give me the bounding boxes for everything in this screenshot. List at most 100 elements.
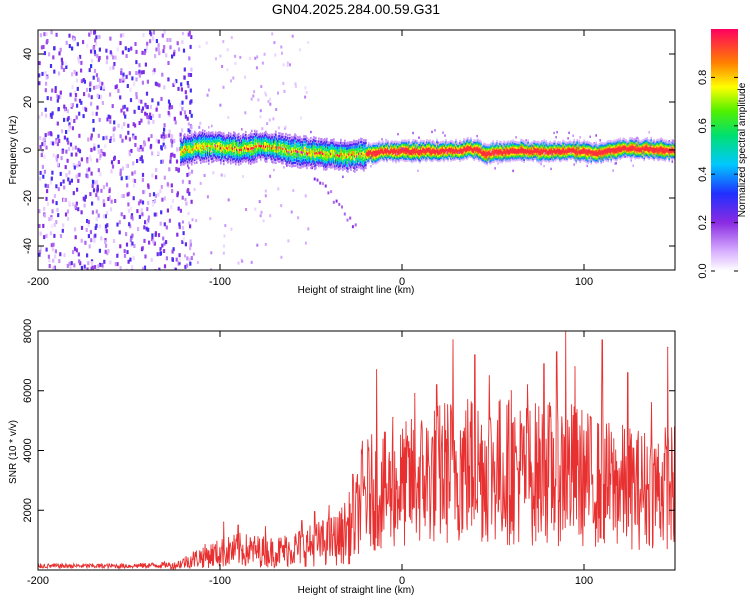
signal-cell	[495, 159, 497, 162]
signal-cell	[395, 149, 397, 152]
signal-cell	[291, 141, 293, 145]
signal-cell	[371, 153, 373, 156]
signal-cell	[337, 146, 339, 150]
signal-cell	[240, 148, 242, 151]
signal-cell	[441, 154, 443, 158]
signal-cell	[345, 158, 347, 161]
signal-cell	[195, 132, 197, 135]
signal-cell	[243, 148, 245, 152]
signal-cell	[434, 154, 436, 157]
signal-cell	[243, 133, 245, 136]
signal-cell	[504, 157, 506, 161]
signal-cell	[459, 149, 461, 153]
signal-cell	[428, 152, 430, 155]
signal-cell	[426, 158, 428, 162]
signal-cell	[225, 149, 227, 152]
signal-cell	[359, 145, 361, 148]
noise-speckle	[178, 260, 181, 265]
signal-cell	[441, 143, 443, 146]
signal-cell	[518, 148, 520, 151]
noise-speckle	[89, 82, 92, 87]
signal-cell	[237, 160, 239, 164]
signal-cell	[312, 150, 314, 153]
signal-cell	[190, 155, 192, 158]
signal-cell	[400, 158, 402, 161]
signal-cell	[331, 144, 333, 147]
signal-cell	[522, 152, 524, 156]
signal-cell	[287, 134, 289, 137]
signal-cell	[502, 150, 504, 153]
signal-cell	[183, 146, 185, 149]
noise-speckle	[79, 54, 82, 59]
signal-cell	[511, 141, 513, 145]
signal-cell	[398, 160, 400, 163]
signal-cell	[377, 156, 379, 160]
signal-cell	[403, 157, 405, 160]
noise-speckle	[170, 143, 173, 148]
signal-cell	[276, 141, 278, 145]
signal-cell	[436, 152, 438, 156]
signal-halo	[288, 151, 290, 154]
signal-cell	[285, 159, 287, 162]
signal-cell	[346, 164, 348, 167]
signal-cell	[524, 149, 526, 152]
signal-cell	[258, 146, 260, 150]
signal-cell	[299, 138, 301, 142]
noise-speckle	[193, 188, 196, 191]
signal-cell	[224, 153, 226, 157]
signal-cell	[494, 144, 496, 147]
signal-cell	[313, 150, 315, 154]
signal-cell	[445, 155, 447, 158]
signal-cell	[436, 148, 438, 152]
noise-speckle	[166, 38, 169, 42]
noise-speckle	[78, 172, 81, 177]
signal-cell	[396, 146, 398, 149]
signal-cell	[232, 161, 234, 164]
noise-speckle	[273, 41, 276, 45]
signal-cell	[180, 142, 182, 145]
noise-speckle	[106, 251, 109, 256]
noise-speckle	[74, 145, 77, 150]
signal-cell	[261, 138, 263, 141]
noise-speckle	[170, 105, 174, 110]
signal-cell	[365, 147, 367, 150]
signal-cell	[366, 149, 368, 152]
signal-cell	[529, 154, 531, 158]
signal-cell	[475, 153, 477, 157]
signal-cell	[240, 151, 242, 154]
signal-cell	[439, 146, 441, 150]
signal-cell	[313, 139, 315, 142]
signal-cell	[355, 142, 357, 146]
signal-cell	[329, 165, 331, 168]
signal-cell	[464, 144, 466, 147]
signal-cell	[339, 157, 341, 160]
signal-cell	[469, 152, 471, 155]
signal-cell	[348, 151, 350, 154]
noise-speckle	[53, 194, 56, 198]
signal-cell	[419, 151, 421, 154]
signal-cell	[296, 147, 298, 151]
signal-cell	[258, 148, 260, 152]
signal-cell	[329, 163, 331, 166]
noise-speckle	[89, 230, 92, 235]
signal-cell	[347, 153, 349, 156]
signal-halo	[236, 137, 238, 141]
signal-cell	[353, 157, 355, 160]
signal-cell	[474, 148, 476, 152]
signal-cell	[315, 136, 317, 140]
noise-speckle	[69, 92, 72, 97]
signal-cell	[523, 156, 525, 159]
signal-cell	[507, 156, 509, 159]
signal-cell	[294, 136, 296, 139]
signal-cell	[260, 132, 262, 135]
noise-speckle	[77, 56, 80, 61]
noise-speckle	[96, 187, 99, 192]
noise-speckle	[98, 117, 101, 122]
signal-cell	[496, 155, 498, 159]
signal-cell	[246, 137, 248, 140]
noise-speckle	[109, 136, 113, 141]
signal-cell	[371, 154, 373, 158]
signal-cell	[344, 164, 346, 168]
signal-cell	[414, 145, 416, 148]
signal-cell	[506, 150, 508, 153]
